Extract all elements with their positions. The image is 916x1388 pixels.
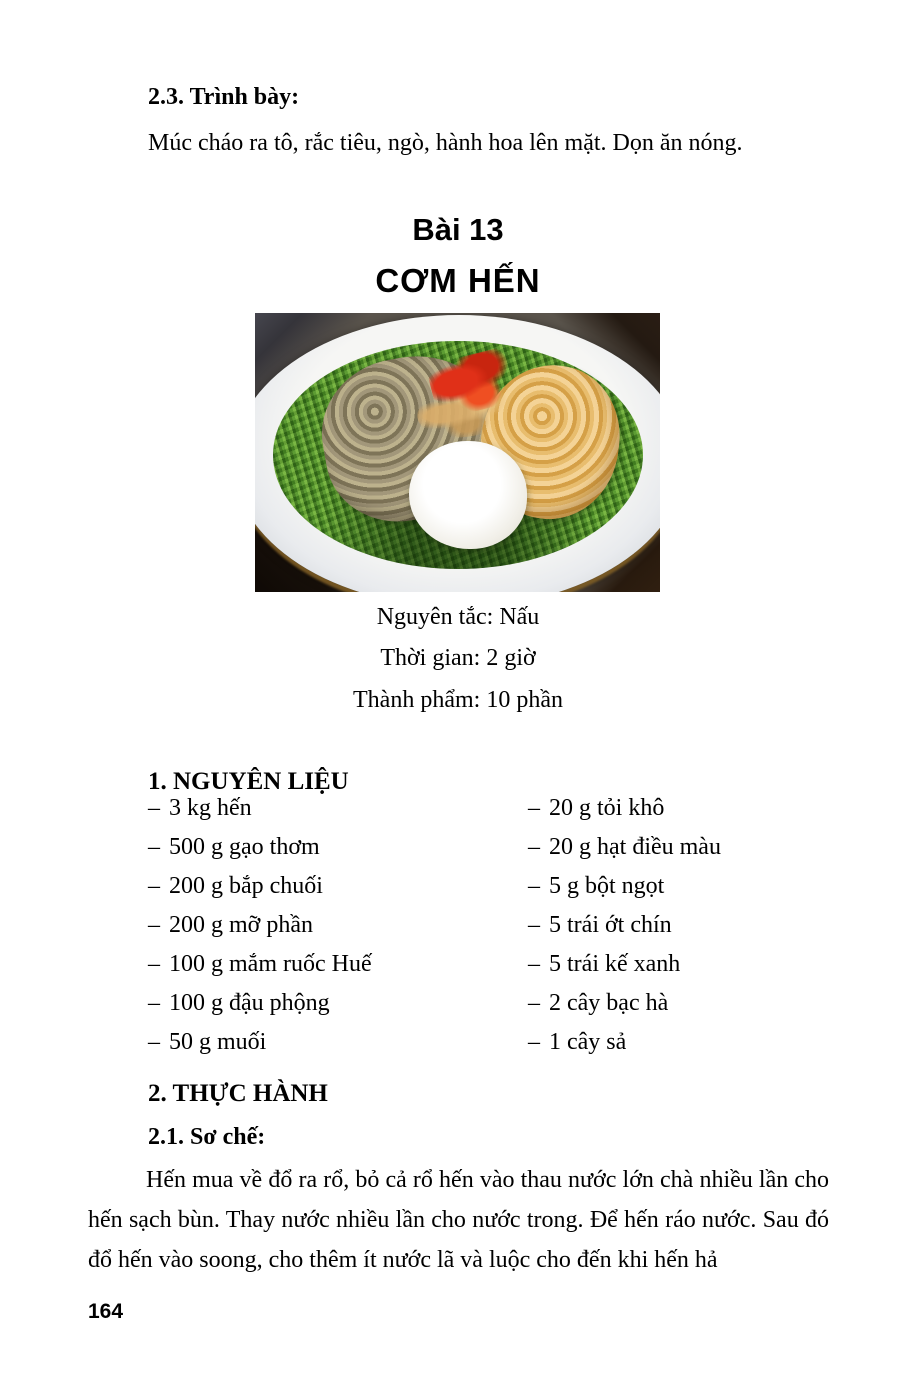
ingredient-item: –20 g tỏi khô: [528, 789, 721, 828]
ingredient-item: –100 g mắm ruốc Huế: [148, 945, 372, 984]
ingredient-item: –1 cây sả: [528, 1023, 721, 1062]
dash-bullet: –: [148, 990, 160, 1016]
ingredient-text: 5 trái ớt chín: [549, 912, 672, 938]
fact-method: Nguyên tắc: Nấu: [376, 604, 540, 630]
dash-bullet: –: [148, 873, 160, 899]
ingredient-item: –200 g bắp chuối: [148, 867, 372, 906]
ingredient-text: 20 g hạt điều màu: [549, 834, 721, 860]
ingredient-text: 100 g mắm ruốc Huế: [169, 951, 372, 977]
ingredient-text: 1 cây sả: [549, 1029, 627, 1055]
ingredient-item: –5 trái ớt chín: [528, 906, 721, 945]
dash-bullet: –: [528, 834, 540, 860]
fact-yield: Thành phẩm: 10 phần: [353, 687, 563, 713]
ingredient-text: 200 g mỡ phần: [169, 912, 314, 938]
ingredient-text: 20 g tỏi khô: [549, 795, 665, 821]
rice-mound: [409, 441, 527, 549]
ingredients-left-column: –3 kg hến –500 g gạo thơm –200 g bắp chu…: [148, 789, 372, 1062]
dash-bullet: –: [528, 1029, 540, 1055]
dash-bullet: –: [528, 951, 540, 977]
ingredient-text: 50 g muối: [169, 1029, 267, 1055]
ingredient-text: 100 g đậu phộng: [169, 990, 330, 1016]
dish-title: CƠM HẾN: [375, 262, 541, 299]
ingredient-item: –2 cây bạc hà: [528, 984, 721, 1023]
dash-bullet: –: [148, 795, 160, 821]
prep-paragraph: Hến mua về đổ ra rổ, bỏ cả rổ hến vào th…: [88, 1167, 829, 1273]
dash-bullet: –: [148, 1029, 160, 1055]
dash-bullet: –: [528, 912, 540, 938]
page-number: 164: [88, 1300, 124, 1323]
ingredient-text: 3 kg hến: [169, 795, 252, 821]
dash-bullet: –: [528, 873, 540, 899]
dash-bullet: –: [148, 912, 160, 938]
fact-time: Thời gian: 2 giờ: [380, 645, 536, 671]
dish-photo: [255, 313, 660, 592]
prep-subheading: 2.1. Sơ chế:: [148, 1124, 266, 1150]
ingredient-text: 500 g gạo thơm: [169, 834, 320, 860]
ingredients-heading: 1. NGUYÊN LIỆU: [148, 768, 349, 795]
section-2-3-body: Múc cháo ra tô, rắc tiêu, ngò, hành hoa …: [148, 130, 743, 156]
ingredient-text: 5 trái kế xanh: [549, 951, 681, 977]
practice-heading: 2. THỰC HÀNH: [148, 1080, 328, 1107]
ingredient-item: –20 g hạt điều màu: [528, 828, 721, 867]
dash-bullet: –: [148, 834, 160, 860]
dash-bullet: –: [528, 990, 540, 1016]
dash-bullet: –: [148, 951, 160, 977]
dash-bullet: –: [528, 795, 540, 821]
ingredient-item: –500 g gạo thơm: [148, 828, 372, 867]
ingredient-item: –200 g mỡ phần: [148, 906, 372, 945]
ingredient-text: 200 g bắp chuối: [169, 873, 323, 899]
ingredient-item: –5 trái kế xanh: [528, 945, 721, 984]
ingredient-item: –100 g đậu phộng: [148, 984, 372, 1023]
section-2-3-heading: 2.3. Trình bày:: [148, 84, 300, 110]
ingredient-text: 2 cây bạc hà: [549, 990, 669, 1016]
lesson-number-title: Bài 13: [412, 212, 504, 247]
ingredients-right-column: –20 g tỏi khô –20 g hạt điều màu –5 g bộ…: [528, 789, 721, 1062]
ingredient-item: –50 g muối: [148, 1023, 372, 1062]
ingredient-text: 5 g bột ngọt: [549, 873, 665, 899]
ingredient-item: –3 kg hến: [148, 789, 372, 828]
ingredient-item: –5 g bột ngọt: [528, 867, 721, 906]
